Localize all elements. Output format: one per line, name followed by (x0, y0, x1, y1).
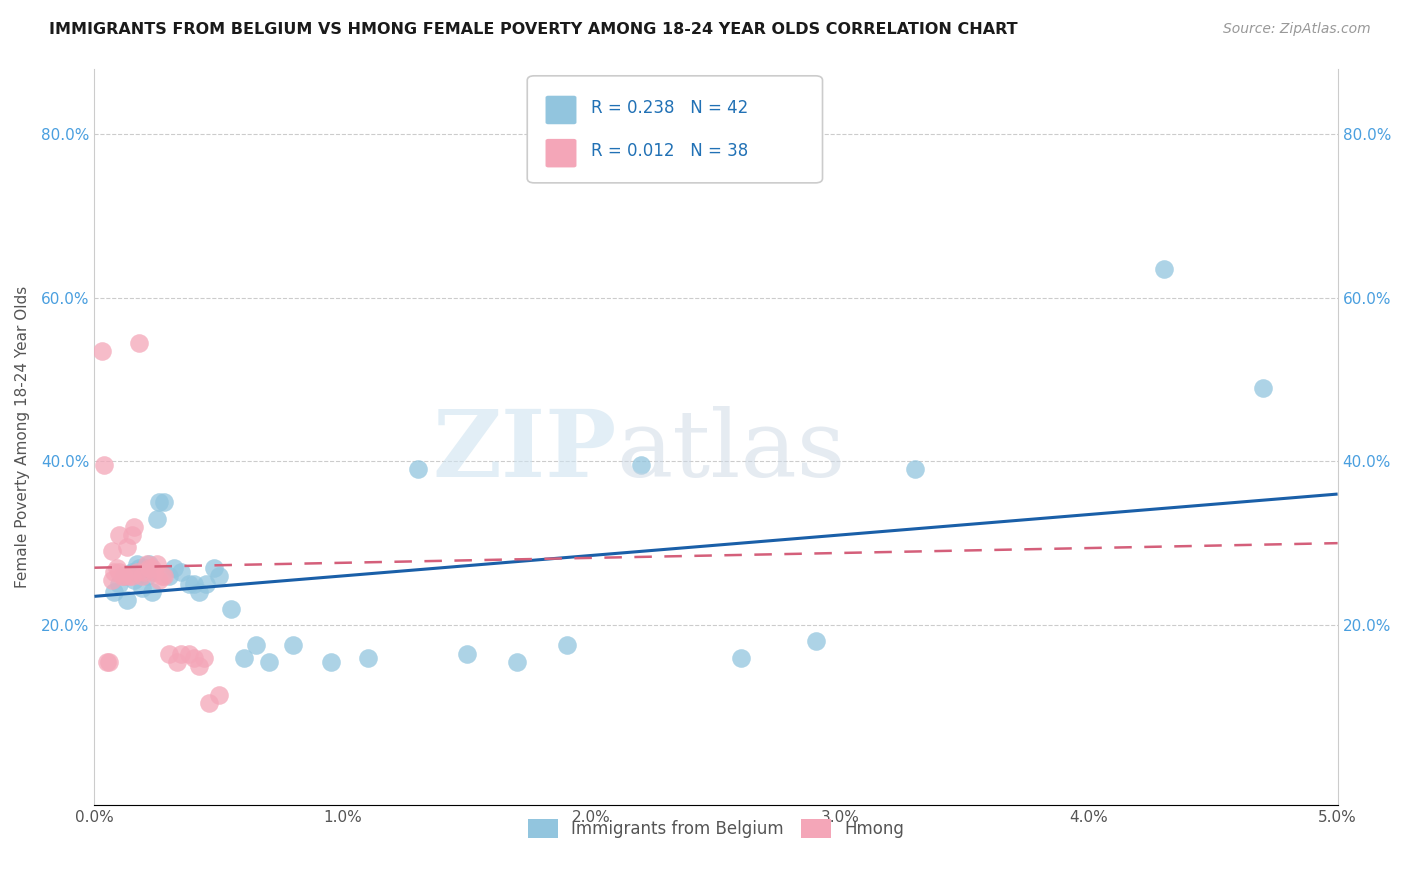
Point (98, 655, 121, 669)
Point (143, 565, 166, 579)
Point (135, 569, 157, 583)
Point (177, 577, 200, 591)
Point (105, 560, 128, 574)
Point (357, 650, 380, 665)
Point (122, 573, 145, 587)
Point (121, 528, 143, 542)
Point (208, 569, 231, 583)
Point (157, 647, 180, 661)
Point (134, 565, 156, 579)
Point (125, 557, 148, 571)
Point (150, 569, 173, 583)
Point (90, 343, 112, 358)
Point (630, 458, 652, 473)
Point (187, 659, 209, 673)
Point (115, 593, 138, 607)
Point (283, 639, 305, 653)
Point (145, 557, 167, 571)
Point (115, 540, 138, 554)
Point (135, 557, 157, 571)
Point (108, 565, 131, 579)
Point (183, 577, 205, 591)
Point (170, 565, 193, 579)
Point (187, 585, 209, 599)
Text: IMMIGRANTS FROM BELGIUM VS HMONG FEMALE POVERTY AMONG 18-24 YEAR OLDS CORRELATIO: IMMIGRANTS FROM BELGIUM VS HMONG FEMALE … (49, 22, 1018, 37)
Point (93, 458, 115, 473)
Point (153, 569, 176, 583)
Point (195, 577, 218, 591)
Point (319, 655, 342, 669)
Point (148, 573, 170, 587)
Legend: Immigrants from Belgium, Hmong: Immigrants from Belgium, Hmong (522, 812, 911, 845)
Point (131, 569, 153, 583)
Point (121, 565, 143, 579)
Point (406, 462, 429, 476)
Point (257, 655, 280, 669)
Text: Source: ZipAtlas.com: Source: ZipAtlas.com (1223, 22, 1371, 37)
Point (128, 335, 150, 350)
Text: ZIP: ZIP (433, 407, 617, 497)
Text: atlas: atlas (617, 407, 846, 497)
Text: R = 0.238   N = 42: R = 0.238 N = 42 (591, 99, 748, 117)
Point (456, 647, 478, 661)
Point (153, 495, 176, 509)
Point (108, 577, 131, 591)
Point (208, 688, 231, 702)
Point (128, 560, 150, 574)
Point (121, 569, 143, 583)
Y-axis label: Female Poverty Among 18-24 Year Olds: Female Poverty Among 18-24 Year Olds (15, 285, 30, 588)
Point (219, 601, 242, 615)
Point (138, 560, 160, 574)
Point (141, 585, 163, 599)
Point (1153, 262, 1175, 277)
Point (108, 528, 131, 542)
Point (141, 560, 163, 574)
Point (138, 557, 160, 571)
Point (122, 520, 145, 534)
Point (730, 650, 752, 665)
Point (111, 569, 134, 583)
Point (904, 462, 927, 476)
Point (555, 639, 578, 653)
Point (125, 565, 148, 579)
Point (804, 634, 827, 648)
Point (118, 569, 141, 583)
Point (96, 655, 118, 669)
Point (245, 639, 267, 653)
Point (103, 585, 125, 599)
Point (101, 544, 124, 558)
Point (163, 560, 186, 574)
Point (134, 560, 156, 574)
Point (101, 573, 124, 587)
Point (157, 569, 180, 583)
Point (131, 581, 153, 595)
Point (202, 560, 225, 574)
Point (232, 650, 254, 665)
Point (170, 647, 193, 661)
Point (148, 495, 170, 509)
Point (112, 569, 135, 583)
Point (166, 655, 188, 669)
Point (506, 655, 529, 669)
Point (103, 565, 125, 579)
Point (1251, 381, 1274, 395)
Point (177, 647, 200, 661)
Point (145, 511, 167, 525)
Point (112, 569, 135, 583)
Point (198, 696, 221, 710)
Point (193, 650, 215, 665)
Text: R = 0.012   N = 38: R = 0.012 N = 38 (591, 142, 748, 160)
Point (183, 650, 205, 665)
